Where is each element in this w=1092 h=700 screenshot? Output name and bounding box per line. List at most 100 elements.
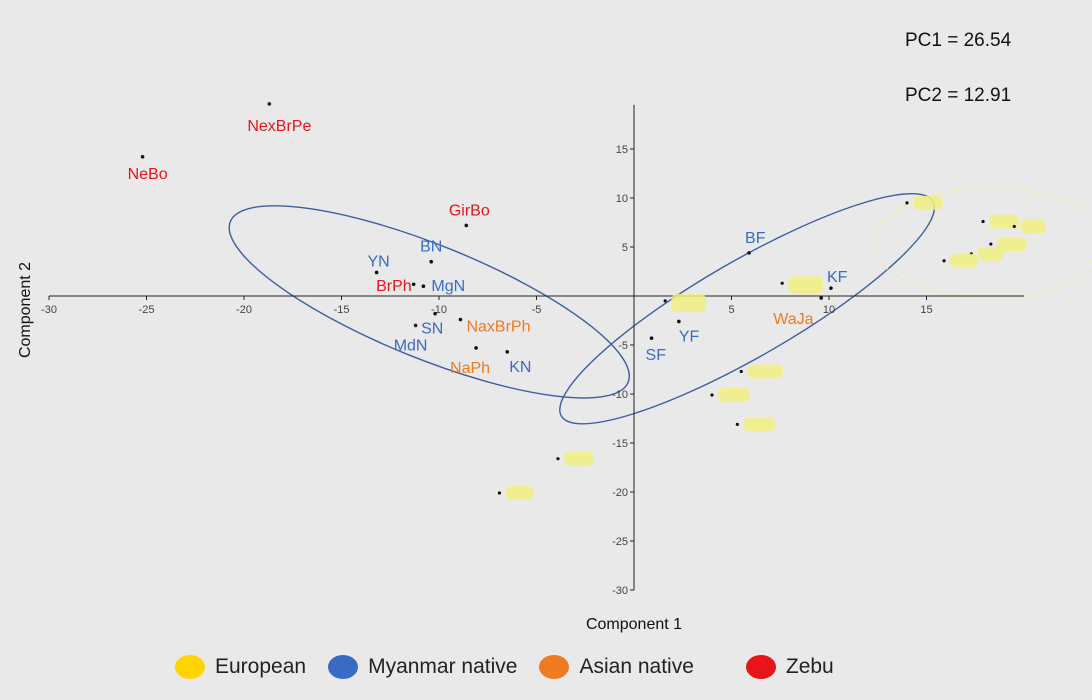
cluster-ellipse — [228, 205, 630, 399]
european-label-smudge — [950, 253, 979, 268]
legend-swatch-myanmar-native — [328, 655, 359, 679]
point-label: SF — [646, 347, 667, 364]
pc1-stat: PC1 = 26.54 — [905, 30, 1012, 51]
european-point — [663, 299, 667, 303]
european-label-smudge — [505, 485, 534, 500]
point-label: NexBrPe — [247, 118, 311, 135]
point-marker — [421, 284, 426, 289]
x-tick-label: -30 — [41, 304, 57, 316]
european-label-smudge — [913, 195, 943, 210]
point-marker — [747, 251, 751, 255]
point-label: KN — [509, 359, 531, 376]
legend-label-myanmar-native: Myanmar native — [368, 655, 518, 678]
x-axis-title: Component 1 — [586, 616, 682, 633]
legend-swatch-asian-native — [539, 655, 570, 679]
european-point — [710, 393, 714, 397]
legend-label-zebu: Zebu — [785, 655, 834, 678]
point-label: YN — [367, 253, 389, 270]
point-marker — [677, 319, 681, 324]
point-label: NeBo — [128, 166, 168, 183]
y-tick-label: -15 — [612, 438, 628, 450]
european-point — [739, 369, 743, 374]
european-label-smudge — [718, 387, 750, 402]
european-point — [735, 422, 739, 426]
european-point — [942, 259, 946, 263]
y-tick-label: 5 — [622, 242, 628, 254]
european-label-smudge — [996, 237, 1027, 252]
legend-item-myanmar-native: Myanmar native — [328, 655, 517, 679]
y-tick-label: -10 — [612, 389, 628, 401]
european-label-smudge — [563, 451, 594, 466]
point-marker — [433, 311, 437, 316]
legend-item-asian-native: Asian native — [539, 655, 694, 679]
point-label: WaJa — [773, 311, 813, 328]
pc2-stat: PC2 = 12.91 — [905, 85, 1012, 106]
european-point — [780, 281, 784, 285]
y-tick-label: -20 — [612, 487, 628, 499]
point-label: NaxBrPh — [466, 319, 530, 336]
european-label-smudge — [747, 364, 784, 379]
european-point — [989, 242, 993, 246]
x-tick-label: -5 — [532, 304, 542, 316]
point-marker — [819, 296, 823, 300]
point-marker — [649, 336, 654, 340]
legend-item-zebu: Zebu — [745, 655, 834, 679]
european-point — [497, 491, 502, 495]
legend: European Myanmar native Asian native Zeb… — [175, 655, 856, 679]
point-marker — [413, 323, 418, 328]
cluster-ellipse — [559, 193, 936, 425]
point-marker — [429, 259, 434, 264]
point-label: BF — [745, 230, 766, 247]
point-label: SN — [421, 321, 443, 338]
point-marker — [474, 346, 478, 350]
point-label: BrPh — [376, 278, 412, 295]
point-label: NaPh — [450, 360, 490, 377]
point-marker — [464, 223, 469, 228]
european-faint-points — [497, 195, 1047, 500]
point-label: MdN — [394, 337, 428, 354]
point-marker — [458, 317, 463, 322]
point-marker — [267, 102, 272, 106]
cluster-ellipse — [873, 187, 1092, 299]
european-point — [556, 457, 560, 461]
x-tick-label: 15 — [920, 304, 932, 316]
legend-swatch-zebu — [745, 655, 776, 679]
point-label: BN — [420, 239, 442, 256]
point-label: KF — [827, 269, 848, 286]
legend-label-asian-native: Asian native — [579, 655, 694, 678]
european-label-smudge — [977, 246, 1004, 261]
x-tick-label: 10 — [823, 304, 835, 316]
point-marker — [411, 282, 416, 287]
point-marker — [374, 270, 379, 275]
x-tick-label: -20 — [236, 304, 252, 316]
european-point — [981, 219, 985, 224]
european-label-smudge — [1020, 219, 1047, 234]
point-label: GirBo — [449, 202, 490, 219]
legend-label-european: European — [215, 655, 307, 678]
european-point — [1012, 224, 1016, 229]
y-tick-label: 10 — [616, 193, 628, 205]
legend-swatch-european — [175, 655, 205, 679]
point-label: MgN — [431, 278, 465, 295]
y-tick-label: -5 — [618, 340, 628, 352]
x-tick-label: 5 — [728, 304, 734, 316]
y-tick-label: -25 — [612, 536, 628, 548]
point-label: YF — [679, 328, 700, 345]
y-axis-title: Component 2 — [17, 262, 34, 358]
y-tick-label: -30 — [612, 585, 628, 597]
axes — [49, 104, 1024, 590]
european-point — [905, 201, 909, 205]
x-tick-label: -25 — [139, 304, 155, 316]
european-label-smudge — [989, 214, 1020, 229]
point-marker — [505, 350, 510, 354]
point-marker — [140, 155, 145, 159]
legend-item-european: European — [175, 655, 306, 679]
x-tick-label: -15 — [334, 304, 350, 316]
european-label-smudge — [788, 276, 824, 295]
european-label-smudge — [743, 417, 776, 432]
european-label-smudge — [671, 293, 707, 312]
point-marker — [829, 286, 833, 290]
y-tick-label: 15 — [616, 144, 628, 156]
